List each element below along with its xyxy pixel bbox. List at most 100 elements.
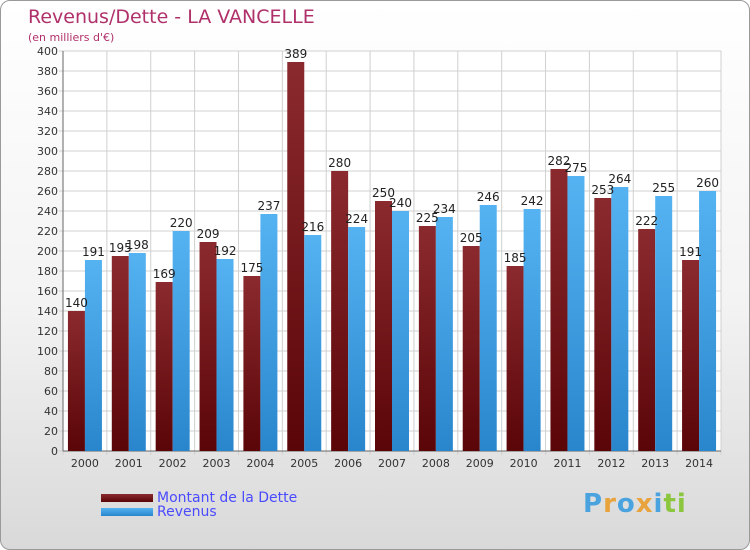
bar-debt [550,169,568,451]
y-tick-label: 360 [37,85,58,98]
data-label-debt: 195 [109,241,132,255]
bar-revenus [172,231,190,451]
bar-debt [462,246,480,451]
bar-revenus [128,253,146,451]
bar-debt [199,242,217,451]
data-label-debt: 225 [416,211,439,225]
logo-letter: x [635,489,654,519]
logo-letter: t [663,489,677,519]
y-tick-label: 340 [37,105,58,118]
data-label-revenus: 246 [477,190,500,204]
y-tick-label: 240 [37,205,58,218]
data-label-revenus: 255 [652,181,675,195]
data-label-revenus: 191 [82,245,105,259]
x-tick-label: 2001 [115,457,143,470]
data-label-debt: 250 [372,186,395,200]
x-tick-label: 2008 [422,457,450,470]
bar-revenus [216,259,234,451]
bar-revenus [260,214,278,451]
x-tick-label: 2014 [685,457,713,470]
y-tick-label: 320 [37,125,58,138]
bar-debt [682,260,700,451]
y-tick-label: 20 [44,425,58,438]
data-label-debt: 205 [460,231,483,245]
y-tick-label: 280 [37,165,58,178]
y-tick-label: 40 [44,405,58,418]
data-label-debt: 389 [284,47,307,61]
y-tick-label: 380 [37,65,58,78]
y-tick-label: 180 [37,265,58,278]
data-label-revenus: 224 [345,212,368,226]
bar-debt [375,201,392,451]
data-label-debt: 222 [635,214,658,228]
data-label-debt: 280 [328,156,351,170]
data-label-debt: 185 [504,251,527,265]
data-label-debt: 191 [679,245,702,259]
data-label-revenus: 260 [696,176,719,190]
bar-debt [594,198,612,451]
y-tick-label: 0 [51,445,58,458]
logo-letter: P [583,489,604,519]
bar-revenus [699,191,717,451]
x-tick-label: 2012 [597,457,625,470]
x-tick-label: 2009 [466,457,494,470]
y-tick-label: 60 [44,385,58,398]
bar-revenus [304,235,322,451]
y-tick-label: 260 [37,185,58,198]
bar-revenus [479,205,497,451]
data-label-debt: 209 [197,227,220,241]
legend-swatch-revenus [101,508,153,516]
x-tick-label: 2010 [510,457,538,470]
x-tick-label: 2013 [641,457,669,470]
bars [67,62,717,451]
x-tick-label: 2004 [246,457,274,470]
data-label-revenus: 192 [214,244,237,258]
x-tick-label: 2006 [334,457,362,470]
data-label-revenus: 220 [170,216,193,230]
chart-title: Revenus/Dette - LA VANCELLE [28,6,315,28]
bar-debt [287,62,305,451]
bar-debt [418,226,436,451]
data-label-revenus: 216 [301,220,324,234]
x-tick-label: 2011 [553,457,581,470]
chart-subtitle: (en milliers d'€) [28,31,115,44]
bar-revenus [611,187,629,451]
y-tick-label: 160 [37,285,58,298]
y-tick-label: 80 [44,365,58,378]
data-label-revenus: 240 [389,196,412,210]
data-label-debt: 140 [65,296,88,310]
data-label-revenus: 275 [565,161,588,175]
data-label-debt: 175 [240,261,263,275]
axes: 0 20 40 60 80 100 120 140 160 180 200 220 240 260 280 3… [37,45,721,470]
data-label-revenus: 234 [433,202,456,216]
data-label-debt: 282 [548,154,571,168]
legend-item-debt: Montant de la Dette [101,490,297,506]
data-label-revenus: 264 [608,172,631,186]
legend-label-revenus: Revenus [157,504,217,520]
legend-label-debt: Montant de la Dette [157,490,298,506]
y-tick-label: 220 [37,225,58,238]
logo-letter: i [676,489,687,519]
data-label-debt: 253 [591,183,614,197]
logo-letter: o [616,489,636,519]
bar-debt [155,282,173,451]
bar-revenus [435,217,453,451]
bar-revenus [348,227,366,451]
x-tick-label: 2005 [290,457,318,470]
y-tick-label: 120 [37,325,58,338]
y-tick-label: 400 [37,45,58,58]
bar-revenus [523,209,541,451]
data-label-revenus: 242 [521,194,544,208]
x-tick-label: 2003 [203,457,231,470]
data-label-revenus: 237 [257,199,280,213]
bar-debt [506,266,524,451]
data-label-debt: 169 [153,267,176,281]
bar-debt [67,311,85,451]
bar-debt [331,171,349,451]
logo-letter: r [603,489,617,519]
legend-swatch-debt [101,494,153,502]
bar-debt [243,276,261,451]
bar-debt [638,229,656,451]
